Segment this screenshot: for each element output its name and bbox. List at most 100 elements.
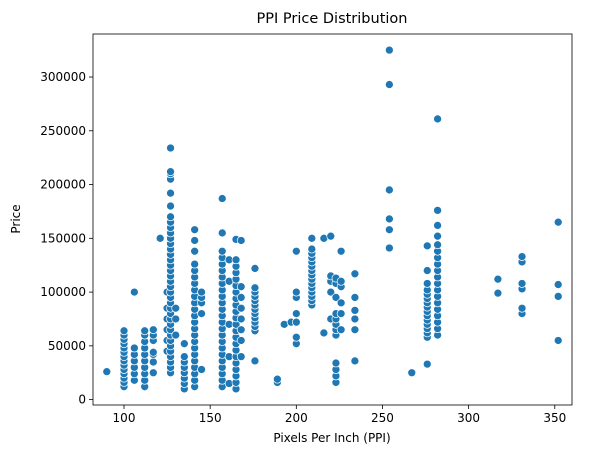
data-point <box>307 244 317 254</box>
data-point <box>422 279 432 288</box>
y-tick-label: 300000 <box>40 70 86 84</box>
data-point <box>148 368 158 378</box>
data-point <box>326 231 336 241</box>
data-point <box>197 309 206 318</box>
data-point <box>433 206 442 215</box>
data-point <box>336 246 346 256</box>
data-point <box>331 358 341 368</box>
data-point <box>130 287 139 297</box>
data-point <box>102 367 112 377</box>
data-point <box>231 255 241 265</box>
data-point <box>350 356 360 366</box>
x-axis: 100 150 200 250 300 350 <box>113 405 566 425</box>
data-point <box>336 325 346 335</box>
y-axis: 0 50000 100000 150000 200000 250000 300000 <box>40 70 93 407</box>
data-point <box>433 231 442 241</box>
data-point <box>236 336 246 345</box>
y-tick-label: 200000 <box>40 178 86 192</box>
points-layer <box>102 45 563 394</box>
data-point <box>350 325 360 335</box>
data-point <box>236 293 246 302</box>
data-point <box>517 279 527 288</box>
data-point <box>307 233 317 243</box>
data-point <box>236 314 246 324</box>
data-point <box>350 269 360 279</box>
data-point <box>130 343 139 353</box>
y-axis-label: Price <box>9 204 23 233</box>
data-point <box>336 309 346 318</box>
data-point <box>385 45 394 55</box>
data-point <box>148 325 158 335</box>
x-tick-label: 250 <box>371 411 394 425</box>
data-point <box>190 259 200 269</box>
y-tick-label: 50000 <box>48 339 86 353</box>
data-point <box>140 326 150 336</box>
data-point <box>385 214 394 224</box>
data-point <box>433 221 442 230</box>
data-point <box>553 292 563 301</box>
data-point <box>148 347 158 357</box>
data-point <box>197 287 206 297</box>
x-tick-label: 100 <box>113 411 136 425</box>
data-point <box>291 332 301 342</box>
data-point <box>236 352 246 361</box>
data-point <box>236 282 246 292</box>
data-point <box>422 266 432 275</box>
data-point <box>217 246 227 256</box>
data-point <box>493 274 503 284</box>
data-point <box>350 293 360 302</box>
data-point <box>166 201 175 211</box>
data-point <box>190 236 200 245</box>
data-point <box>190 246 200 256</box>
data-point <box>171 303 181 313</box>
data-point <box>217 228 227 238</box>
data-point <box>291 309 301 318</box>
data-point <box>350 314 360 324</box>
data-point <box>217 194 227 203</box>
data-point <box>250 283 260 293</box>
data-point <box>119 326 129 336</box>
data-point <box>385 185 394 195</box>
chart-title: PPI Price Distribution <box>257 11 408 27</box>
data-point <box>493 288 503 298</box>
x-tick-label: 150 <box>199 411 222 425</box>
data-point <box>350 306 360 315</box>
data-point <box>553 280 563 289</box>
data-point <box>331 293 341 302</box>
data-point <box>171 330 181 340</box>
data-point <box>250 356 260 366</box>
y-tick-label: 0 <box>78 393 86 407</box>
data-point <box>197 365 206 374</box>
data-point <box>385 243 394 253</box>
data-point <box>407 368 417 378</box>
x-tick-label: 350 <box>543 411 566 425</box>
data-point <box>179 352 189 361</box>
data-point <box>433 240 442 250</box>
data-point <box>236 325 246 335</box>
data-point <box>291 287 301 297</box>
plot-area-frame <box>92 33 573 406</box>
data-point <box>166 167 175 176</box>
data-point <box>166 188 175 198</box>
data-point <box>166 143 175 153</box>
data-point <box>319 328 329 338</box>
data-point <box>517 303 527 313</box>
data-point <box>422 241 432 251</box>
y-tick-label: 100000 <box>40 285 86 299</box>
data-point <box>190 225 200 235</box>
data-point <box>422 359 432 369</box>
data-point <box>166 212 175 222</box>
y-tick-label: 150000 <box>40 231 86 245</box>
data-point <box>171 314 181 324</box>
data-point <box>385 225 394 235</box>
data-point <box>553 217 563 227</box>
x-tick-label: 300 <box>457 411 480 425</box>
y-tick-label: 250000 <box>40 124 86 138</box>
data-point <box>326 287 336 297</box>
data-point <box>291 317 301 327</box>
data-point <box>517 252 527 261</box>
data-point <box>385 80 394 89</box>
data-point <box>273 374 282 384</box>
x-tick-label: 200 <box>285 411 308 425</box>
